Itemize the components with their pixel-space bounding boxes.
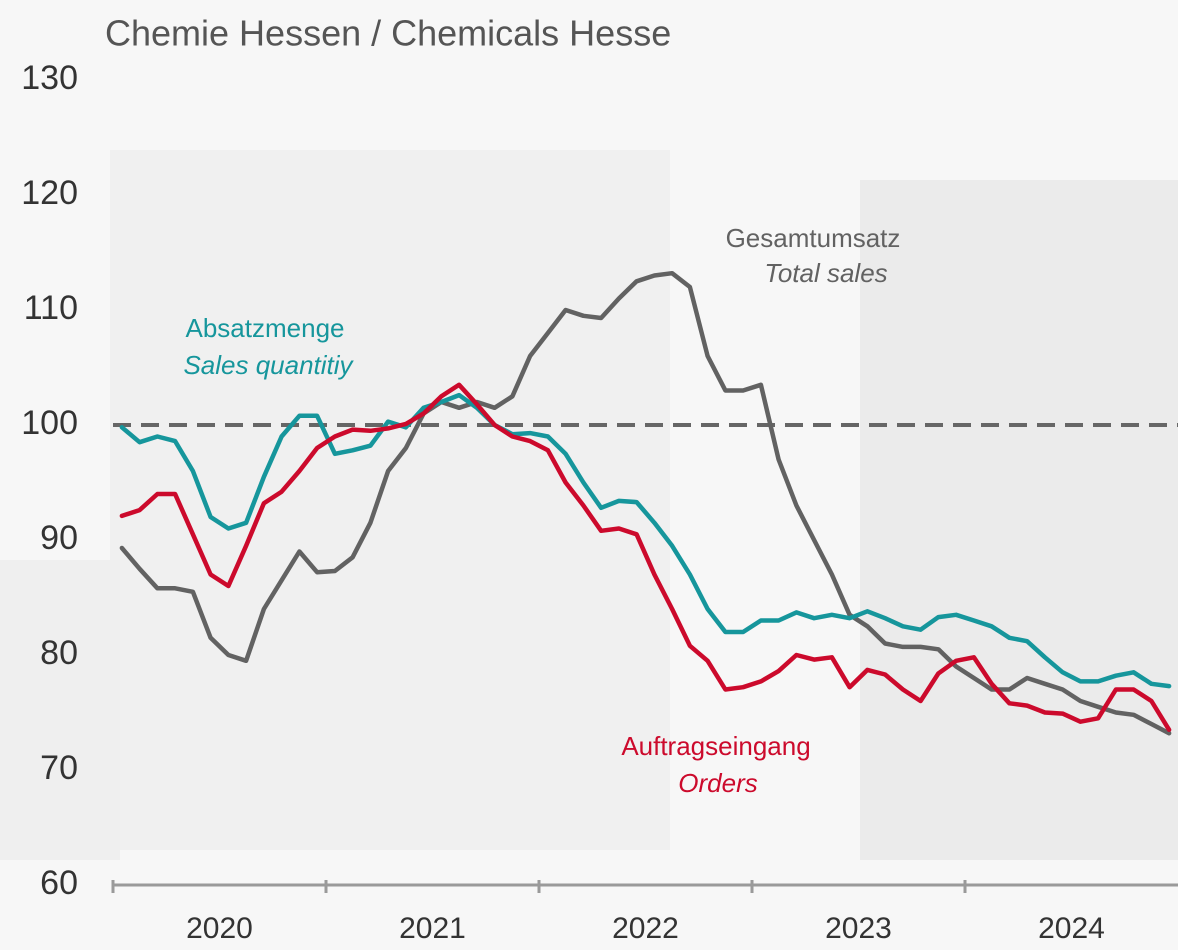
y-tick-label: 130 [21, 59, 78, 97]
background-shape [0, 560, 120, 860]
background-shape [110, 150, 670, 850]
background-shape [860, 180, 1178, 860]
x-tick-label: 2022 [612, 912, 679, 945]
y-tick-label: 110 [24, 289, 78, 327]
y-tick-label: 80 [40, 634, 78, 672]
y-tick-label: 120 [21, 174, 78, 212]
y-tick-label: 100 [21, 404, 78, 442]
x-tick-label: 2020 [186, 912, 253, 945]
series-label: Sales quantitiy [183, 350, 354, 380]
y-tick-label: 60 [40, 864, 78, 902]
series-label: Absatzmenge [186, 313, 345, 343]
y-tick-label: 90 [40, 519, 78, 557]
x-tick-label: 2023 [825, 912, 892, 945]
series-label: Auftragseingang [621, 731, 810, 761]
series-line [119, 382, 1172, 733]
series-label: Orders [678, 768, 757, 798]
x-tick-label: 2024 [1038, 912, 1105, 945]
chart-title: Chemie Hessen / Chemicals Hesse [105, 13, 671, 54]
x-tick-label: 2021 [399, 912, 466, 945]
series-label: Total sales [764, 258, 887, 288]
y-tick-label: 70 [40, 749, 78, 787]
series-label: Gesamtumsatz [726, 223, 901, 253]
series-line [119, 392, 1172, 689]
